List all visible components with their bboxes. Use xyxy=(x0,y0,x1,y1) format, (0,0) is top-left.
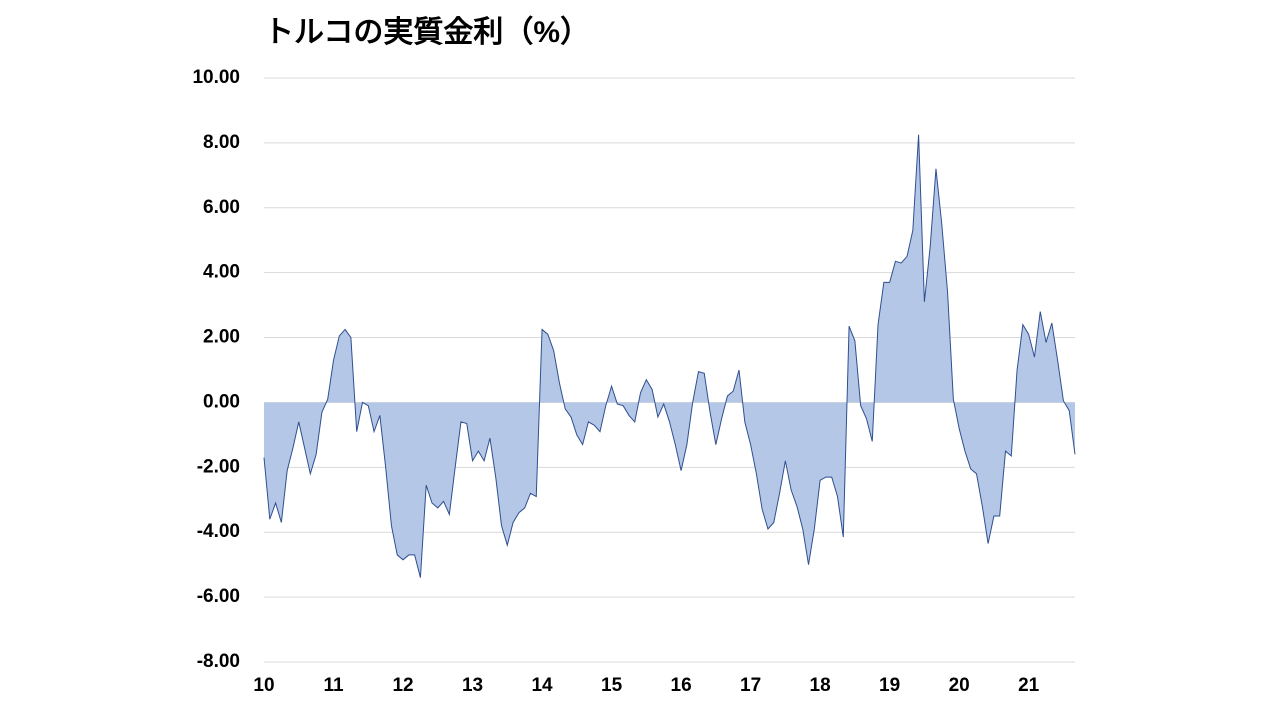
x-tick-label: 13 xyxy=(462,675,483,696)
chart-title: トルコの実質金利（%） xyxy=(264,15,590,49)
y-tick-label: 2.00 xyxy=(203,327,240,348)
x-tick-label: 15 xyxy=(601,675,623,696)
y-tick-label: 4.00 xyxy=(203,262,240,283)
y-tick-label: -8.00 xyxy=(197,651,240,672)
y-tick-label: 6.00 xyxy=(203,197,240,218)
x-tick-label: 12 xyxy=(392,675,413,696)
y-tick-label: -4.00 xyxy=(197,521,240,542)
x-tick-label: 20 xyxy=(949,675,970,696)
x-tick-label: 11 xyxy=(323,675,344,696)
x-tick-label: 19 xyxy=(879,675,900,696)
x-tick-label: 16 xyxy=(671,675,692,696)
x-tick-label: 14 xyxy=(531,675,553,696)
line xyxy=(263,134,1076,578)
x-tick-label: 21 xyxy=(1018,675,1040,696)
x-tick-label: 18 xyxy=(810,675,831,696)
area xyxy=(264,134,1075,578)
x-tick-label: 10 xyxy=(253,675,274,696)
x-tick-label: 17 xyxy=(740,675,761,696)
y-tick-label: -2.00 xyxy=(197,456,240,477)
y-tick-label: -6.00 xyxy=(197,586,240,607)
y-tick-label: 0.00 xyxy=(203,391,240,412)
y-tick-label: 8.00 xyxy=(203,132,240,153)
y-tick-label: 10.00 xyxy=(192,67,240,88)
